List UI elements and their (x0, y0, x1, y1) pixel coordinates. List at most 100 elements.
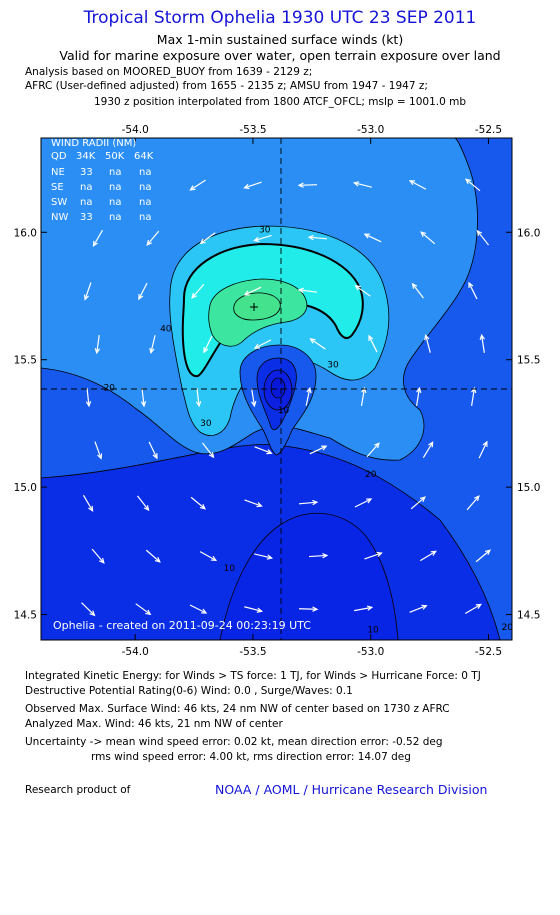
contour-label: 30 (327, 360, 339, 370)
wind-vector-arrow (308, 552, 329, 559)
chart-title: Tropical Storm Ophelia 1930 UTC 23 SEP 2… (83, 8, 477, 28)
wind-vector-arrow (468, 281, 478, 300)
wind-vector-arrow (422, 441, 434, 459)
wind-vector-arrow (254, 446, 273, 455)
x-tick-label-top: -53.0 (357, 124, 384, 136)
wind-radii-sw-50k: na (109, 197, 121, 208)
wind-vector-arrow (253, 339, 272, 349)
wind-vector-arrow (410, 496, 426, 510)
y-tick-label-left: 14.5 (14, 610, 37, 622)
plot-frame (40, 137, 513, 641)
wind-vector-arrow (409, 604, 428, 613)
wind-vector-arrow (149, 335, 156, 355)
wind-vector-arrow (244, 606, 264, 613)
ike-text: Integrated Kinetic Energy: for Winds > T… (25, 670, 481, 682)
wind-vector-arrow (424, 333, 431, 353)
contour-label: 10 (224, 564, 236, 574)
wind-vector-arrow (408, 180, 427, 190)
wind-radii-ne-label: NE (51, 167, 65, 178)
wind-vector-arrow (189, 179, 206, 191)
wind-vector-arrow (471, 386, 477, 406)
contour-label-layer: 30 40 30 20 30 10 20 10 10 20 (104, 225, 512, 635)
wind-radii-sw-64k: na (139, 197, 151, 208)
wind-vector-arrow (199, 232, 216, 245)
wind-radii-nw-label: NW (51, 212, 68, 223)
max-wind-marker (250, 303, 258, 311)
wind-vector-arrow (190, 496, 206, 510)
contour-band-40-45 (181, 242, 364, 378)
wind-vector-arrow (307, 234, 328, 241)
wind-vector-arrow (415, 386, 422, 406)
y-tick-label-right: 15.5 (517, 355, 540, 367)
wind-vector-arrow (352, 181, 372, 188)
wind-vector-arrow (244, 499, 263, 508)
y-tick-label-right: 15.0 (517, 482, 540, 494)
wind-vector-arrow (243, 181, 262, 190)
wind-vector-arrow (419, 550, 437, 562)
wind-vector-arrow (366, 442, 380, 458)
axis-tick-layer: -54.0 -54.0 -53.5 -53.5 -53.0 -53.0 -52.5 -52.5… (14, 124, 541, 658)
wind-radii-se-34k: na (80, 182, 92, 193)
wind-vector-arrow (354, 605, 374, 612)
wind-vector-arrow (297, 287, 318, 294)
wind-radii-se-50k: na (109, 182, 121, 193)
wind-vector-arrow (368, 334, 378, 353)
afrc-source-text: AFRC (User-defined adjusted) from 1655 -… (25, 80, 428, 92)
wind-radii-sw-34k: na (80, 197, 92, 208)
wind-vector-arrow (360, 386, 367, 406)
uncertainty-mean-text: Uncertainty -> mean wind speed error: 0.… (25, 736, 443, 748)
wind-vector-arrow (411, 282, 424, 299)
analyzed-max-text: Analyzed Max. Wind: 46 kts, 21 nm NW of … (25, 718, 283, 730)
created-stamp: Ophelia - created on 2011-09-24 00:23:19… (53, 619, 311, 632)
wind-radii-sw-label: SW (51, 197, 67, 208)
wind-vector-arrow (195, 387, 202, 408)
wind-vector-arrow (203, 335, 213, 354)
wind-vector-arrow (145, 549, 161, 563)
wind-vector-arrow (189, 604, 208, 614)
center-calm-eye (270, 377, 286, 399)
wind-vector-arrow (83, 282, 92, 301)
wind-vector-arrow (479, 333, 485, 353)
observed-max-text: Observed Max. Surface Wind: 46 kts, 24 n… (25, 703, 450, 715)
wind-vector-layer (81, 178, 491, 617)
wind-vector-arrow (297, 182, 318, 188)
wind-vector-arrow (478, 440, 488, 459)
wind-vector-arrow (363, 233, 382, 243)
wind-vector-arrow (148, 441, 158, 460)
wind-vector-arrow (136, 495, 150, 512)
wind-vector-arrow (309, 445, 328, 455)
max-wind-core (233, 292, 281, 321)
wind-vector-arrow (85, 387, 92, 408)
wind-vector-arrow (191, 283, 205, 299)
wind-vector-arrow (94, 335, 101, 355)
dpr-text: Destructive Potential Rating(0-6) Wind: … (25, 685, 353, 697)
wind-vector-arrow (138, 282, 148, 301)
sw-blob-0-10 (219, 512, 399, 640)
y-tick-label-right: 16.0 (517, 227, 540, 239)
contour-label: 20 (104, 383, 116, 393)
wind-vector-arrow (298, 499, 319, 506)
wind-vector-arrow (466, 495, 480, 511)
wind-vector-arrow (199, 551, 218, 562)
wind-radii-nw-50k: na (109, 212, 121, 223)
wind-radii-se-label: SE (51, 182, 64, 193)
wind-radii-header-qd: QD (51, 151, 67, 162)
wind-vector-arrow (146, 230, 160, 246)
wind-vector-arrow (298, 606, 319, 612)
contour-label: 30 (259, 225, 271, 235)
x-tick-label-bottom: -54.0 (122, 646, 149, 658)
wind-vector-arrow (253, 234, 272, 242)
wind-radii-nw-34k: 33 (80, 212, 93, 223)
wind-contour-chart: 30 40 30 20 30 10 20 10 10 20 -54.0 -54.0 -53.5 -53.… (14, 124, 541, 658)
position-text: 1930 z position interpolated from 1800 A… (93, 96, 467, 108)
wind-vector-arrow (140, 387, 147, 408)
y-tick-label-left: 15.0 (14, 482, 37, 494)
x-tick-label-top: -52.5 (475, 124, 502, 136)
research-product-text: Research product of (25, 784, 131, 796)
y-tick-label-right: 14.5 (517, 610, 540, 622)
wind-vector-arrow (91, 548, 105, 564)
organization-link[interactable]: NOAA / AOML / Hurricane Research Divisio… (215, 782, 488, 797)
wind-vector-arrow (250, 388, 257, 408)
wind-vector-arrow (305, 386, 312, 406)
wind-radii-header-50k: 50K (105, 151, 125, 162)
